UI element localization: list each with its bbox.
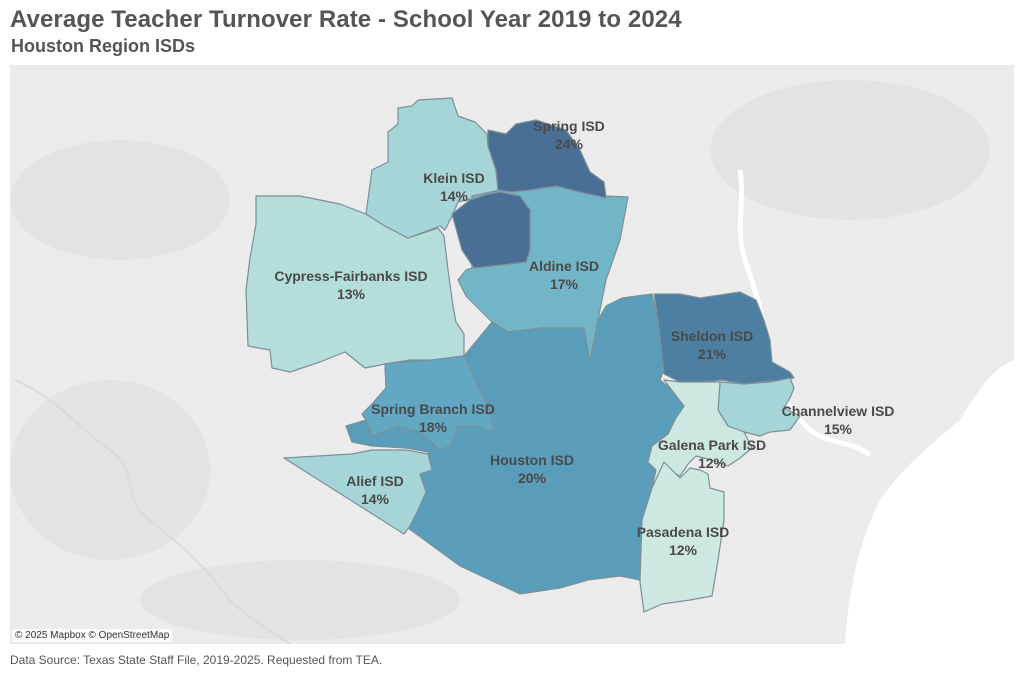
district-aldine-inner[interactable] — [451, 191, 531, 269]
label-springbranch-rate: 18% — [419, 419, 448, 435]
district-pasadena[interactable] — [639, 461, 725, 613]
district-labels: Spring ISD 24% Klein ISD 14% Cypress-Fai… — [274, 118, 894, 558]
map-svg[interactable]: Spring ISD 24% Klein ISD 14% Cypress-Fai… — [10, 65, 1014, 644]
label-klein-name: Klein ISD — [423, 170, 484, 186]
label-cyfair-rate: 13% — [337, 286, 366, 302]
label-channelview-name: Channelview ISD — [782, 403, 895, 419]
basemap-texture — [10, 80, 990, 640]
brazos-river — [14, 379, 291, 644]
chart-subtitle: Houston Region ISDs — [11, 36, 195, 56]
label-channelview-rate: 15% — [824, 421, 853, 437]
district-klein[interactable] — [365, 97, 499, 239]
district-spring-branch[interactable] — [361, 355, 495, 451]
map-attribution[interactable]: © 2025 Mapbox © OpenStreetMap — [12, 629, 173, 642]
label-galenapark-rate: 12% — [698, 455, 727, 471]
galveston-bay — [845, 360, 1014, 644]
label-sheldon-name: Sheldon ISD — [671, 328, 753, 344]
district-galena-park[interactable] — [647, 379, 753, 489]
label-klein-rate: 14% — [440, 188, 469, 204]
label-cyfair-name: Cypress-Fairbanks ISD — [274, 268, 427, 284]
label-spring-rate: 24% — [555, 136, 584, 152]
district-spring[interactable] — [487, 119, 607, 199]
label-houston-rate: 20% — [518, 470, 547, 486]
label-aldine-rate: 17% — [550, 276, 579, 292]
label-pasadena-name: Pasadena ISD — [637, 524, 730, 540]
chart-title: Average Teacher Turnover Rate - School Y… — [10, 6, 682, 33]
label-aldine-name: Aldine ISD — [529, 258, 599, 274]
label-springbranch-name: Spring Branch ISD — [371, 401, 495, 417]
label-houston-name: Houston ISD — [490, 452, 574, 468]
map-panel[interactable]: Spring ISD 24% Klein ISD 14% Cypress-Fai… — [10, 65, 1014, 644]
label-alief-rate: 14% — [361, 491, 390, 507]
label-galenapark-name: Galena Park ISD — [658, 437, 766, 453]
label-pasadena-rate: 12% — [669, 542, 698, 558]
label-spring-name: Spring ISD — [533, 118, 605, 134]
district-alief[interactable] — [283, 449, 433, 535]
label-alief-name: Alief ISD — [346, 473, 404, 489]
label-sheldon-rate: 21% — [698, 346, 727, 362]
data-source-note: Data Source: Texas State Staff File, 201… — [10, 653, 383, 667]
